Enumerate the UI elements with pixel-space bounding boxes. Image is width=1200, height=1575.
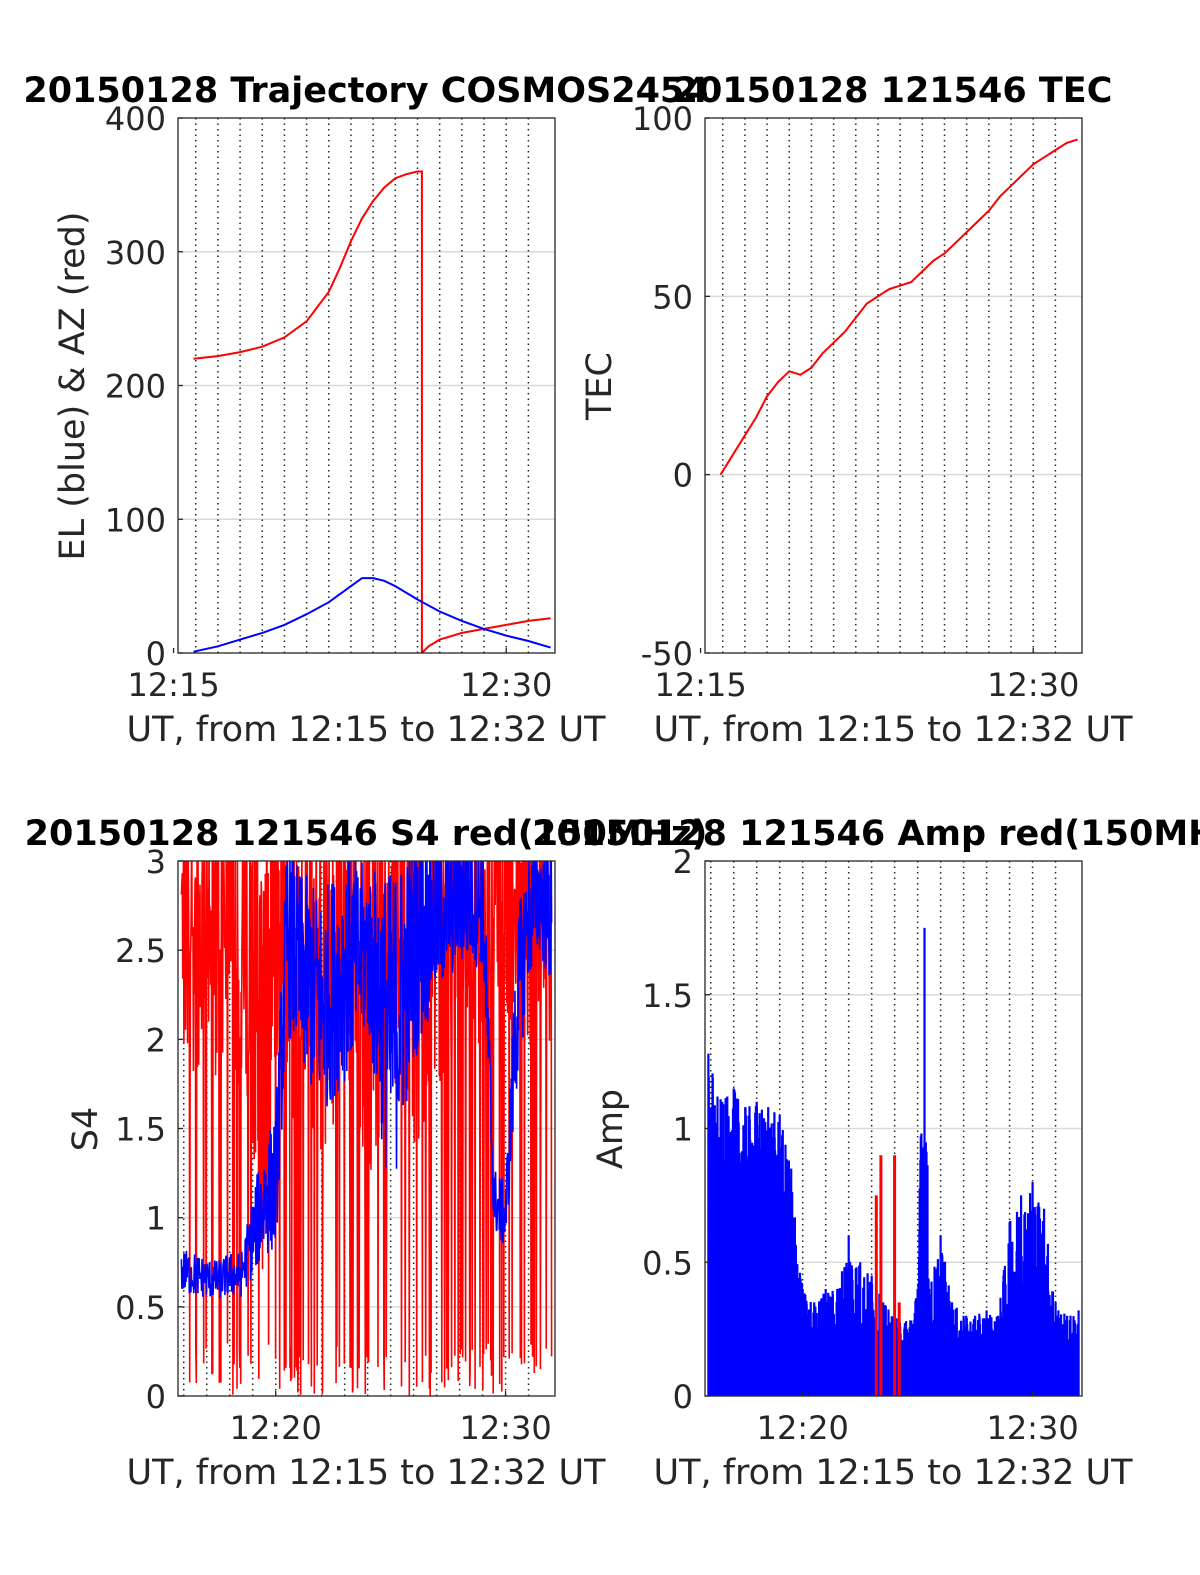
series-red-spikes	[874, 1155, 901, 1396]
chart-title: 20150128 121546 S4 red(150MHz)	[25, 814, 708, 854]
y-axis-label: EL (blue) & AZ (red)	[53, 212, 93, 561]
x-tick-label: 12:20	[230, 1409, 322, 1447]
y-tick-label: 300	[105, 234, 166, 272]
y-tick-label: 0	[673, 1378, 693, 1416]
y-tick-label: 1.5	[642, 977, 693, 1015]
panel-trajectory: 0 100 200 300 400 12:15 12:30 20150128 Traject…	[23, 71, 708, 750]
y-tick-label: 0	[146, 1378, 166, 1416]
y-tick-label: 0	[146, 635, 166, 673]
y-tick-label: 1	[673, 1111, 693, 1149]
y-tick-label: 2.5	[115, 932, 166, 970]
y-tick-label: -50	[641, 635, 693, 673]
series-blue-trace	[180, 861, 553, 1299]
y-tick-label: 1.5	[115, 1111, 166, 1149]
x-axis-label: UT, from 12:15 to 12:32 UT	[653, 710, 1133, 750]
y-axis-label: TEC	[580, 352, 620, 421]
x-tick-label: 12:30	[460, 666, 552, 704]
y-tick-label: 100	[632, 100, 693, 138]
panel-amp: 0 0.5 1 1.5 2 12:20 12:30 20150128 121546 Amp …	[532, 814, 1200, 1493]
y-tick-label: 2	[146, 1021, 166, 1059]
chart-title: 20150128 121546 Amp red(150MHz)	[532, 814, 1200, 854]
x-tick-label: 12:15	[127, 666, 219, 704]
chart-title: 20150128 121546 TEC	[674, 71, 1113, 111]
series-blue-spikes	[707, 927, 1080, 1396]
series-el-line	[193, 577, 551, 653]
panel-s4: 0 0.5 1 1.5 2 2.5 3 12:20 12:30 20150128 121546 …	[25, 814, 708, 1493]
series-red-trace	[180, 861, 553, 1396]
y-tick-label: 0.5	[115, 1289, 166, 1327]
y-tick-label: 400	[105, 100, 166, 138]
y-tick-label: 2	[673, 843, 693, 881]
x-tick-label: 12:20	[757, 1409, 849, 1447]
y-tick-label: 0.5	[642, 1244, 693, 1282]
chart-title: 20150128 Trajectory COSMOS2454	[23, 71, 708, 111]
x-tick-label: 12:30	[986, 1409, 1078, 1447]
x-tick-label: 12:30	[987, 666, 1079, 704]
y-tick-label: 0	[673, 457, 693, 495]
y-tick-label: 3	[146, 843, 166, 881]
x-axis-label: UT, from 12:15 to 12:32 UT	[126, 710, 606, 750]
x-axis-label: UT, from 12:15 to 12:32 UT	[653, 1453, 1133, 1493]
series-tec-line	[719, 138, 1078, 476]
x-tick-label: 12:30	[459, 1409, 551, 1447]
y-tick-label: 200	[105, 368, 166, 406]
y-tick-label: 1	[146, 1200, 166, 1238]
y-axis-label: Amp	[591, 1089, 631, 1169]
series-az-line	[193, 170, 551, 653]
x-axis-label: UT, from 12:15 to 12:32 UT	[126, 1453, 606, 1493]
y-tick-label: 50	[652, 278, 693, 316]
y-axis-label: S4	[66, 1107, 106, 1152]
y-tick-label: 100	[105, 501, 166, 539]
x-tick-label: 12:15	[654, 666, 746, 704]
